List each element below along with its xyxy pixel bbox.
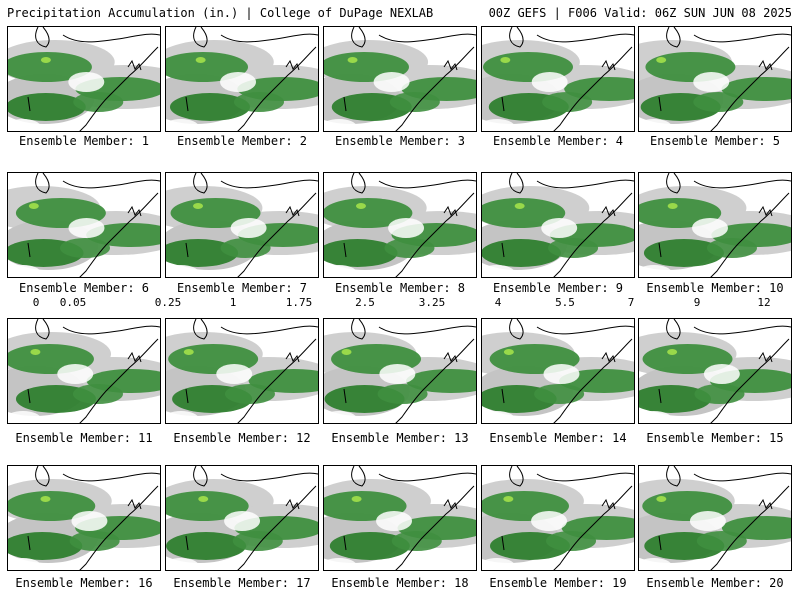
ensemble-map-panel <box>481 465 635 571</box>
member-caption: Ensemble Member: 20 <box>646 576 784 590</box>
colorbar-tick-label: 1.75 <box>285 296 313 309</box>
member-caption: Ensemble Member: 6 <box>18 281 150 295</box>
colorbar <box>0 296 800 320</box>
member-caption: Ensemble Member: 9 <box>492 281 624 295</box>
ensemble-map-panel <box>323 465 477 571</box>
colorbar-tick-label: 12 <box>757 296 771 309</box>
ensemble-map-panel <box>481 172 635 278</box>
ensemble-map-panel <box>323 26 477 132</box>
member-caption: Ensemble Member: 1 <box>18 134 150 148</box>
member-caption: Ensemble Member: 14 <box>489 431 627 445</box>
ensemble-map-panel <box>481 318 635 424</box>
member-caption: Ensemble Member: 11 <box>15 431 153 445</box>
ensemble-map-panel <box>7 318 161 424</box>
member-caption: Ensemble Member: 15 <box>646 431 784 445</box>
chart-title: Precipitation Accumulation (in.) | Colle… <box>7 6 434 20</box>
ensemble-map-panel <box>7 465 161 571</box>
member-caption: Ensemble Member: 7 <box>176 281 308 295</box>
colorbar-tick-label: 0.25 <box>154 296 182 309</box>
colorbar-tick-label: 4 <box>494 296 502 309</box>
model-run-info: 00Z GEFS | F006 Valid: 06Z SUN JUN 08 20… <box>488 6 792 20</box>
member-caption: Ensemble Member: 4 <box>492 134 624 148</box>
colorbar-tick-label: 1 <box>229 296 237 309</box>
member-caption: Ensemble Member: 13 <box>331 431 469 445</box>
ensemble-map-panel <box>7 172 161 278</box>
member-caption: Ensemble Member: 19 <box>489 576 627 590</box>
ensemble-map-panel <box>638 26 792 132</box>
ensemble-map-panel <box>638 172 792 278</box>
colorbar-tick-label: 2.5 <box>355 296 375 309</box>
colorbar-tick-label: 3.25 <box>418 296 446 309</box>
member-caption: Ensemble Member: 5 <box>649 134 781 148</box>
colorbar-tick-label: 9 <box>693 296 701 309</box>
member-caption: Ensemble Member: 8 <box>334 281 466 295</box>
member-caption: Ensemble Member: 12 <box>173 431 311 445</box>
member-caption: Ensemble Member: 17 <box>173 576 311 590</box>
member-caption: Ensemble Member: 18 <box>331 576 469 590</box>
member-caption: Ensemble Member: 3 <box>334 134 466 148</box>
ensemble-map-panel <box>323 172 477 278</box>
ensemble-map-panel <box>638 465 792 571</box>
colorbar-tick-label: 7 <box>627 296 635 309</box>
ensemble-map-panel <box>165 318 319 424</box>
member-caption: Ensemble Member: 16 <box>15 576 153 590</box>
colorbar-tick-label: 5.5 <box>555 296 575 309</box>
ensemble-map-panel <box>323 318 477 424</box>
ensemble-map-panel <box>481 26 635 132</box>
ensemble-map-panel <box>165 26 319 132</box>
member-caption: Ensemble Member: 10 <box>646 281 784 295</box>
member-caption: Ensemble Member: 2 <box>176 134 308 148</box>
ensemble-map-panel <box>165 465 319 571</box>
ensemble-map-panel <box>7 26 161 132</box>
ensemble-map-panel <box>165 172 319 278</box>
colorbar-tick-label: 0 <box>32 296 40 309</box>
ensemble-map-panel <box>638 318 792 424</box>
colorbar-tick-label: 0.05 <box>59 296 87 309</box>
